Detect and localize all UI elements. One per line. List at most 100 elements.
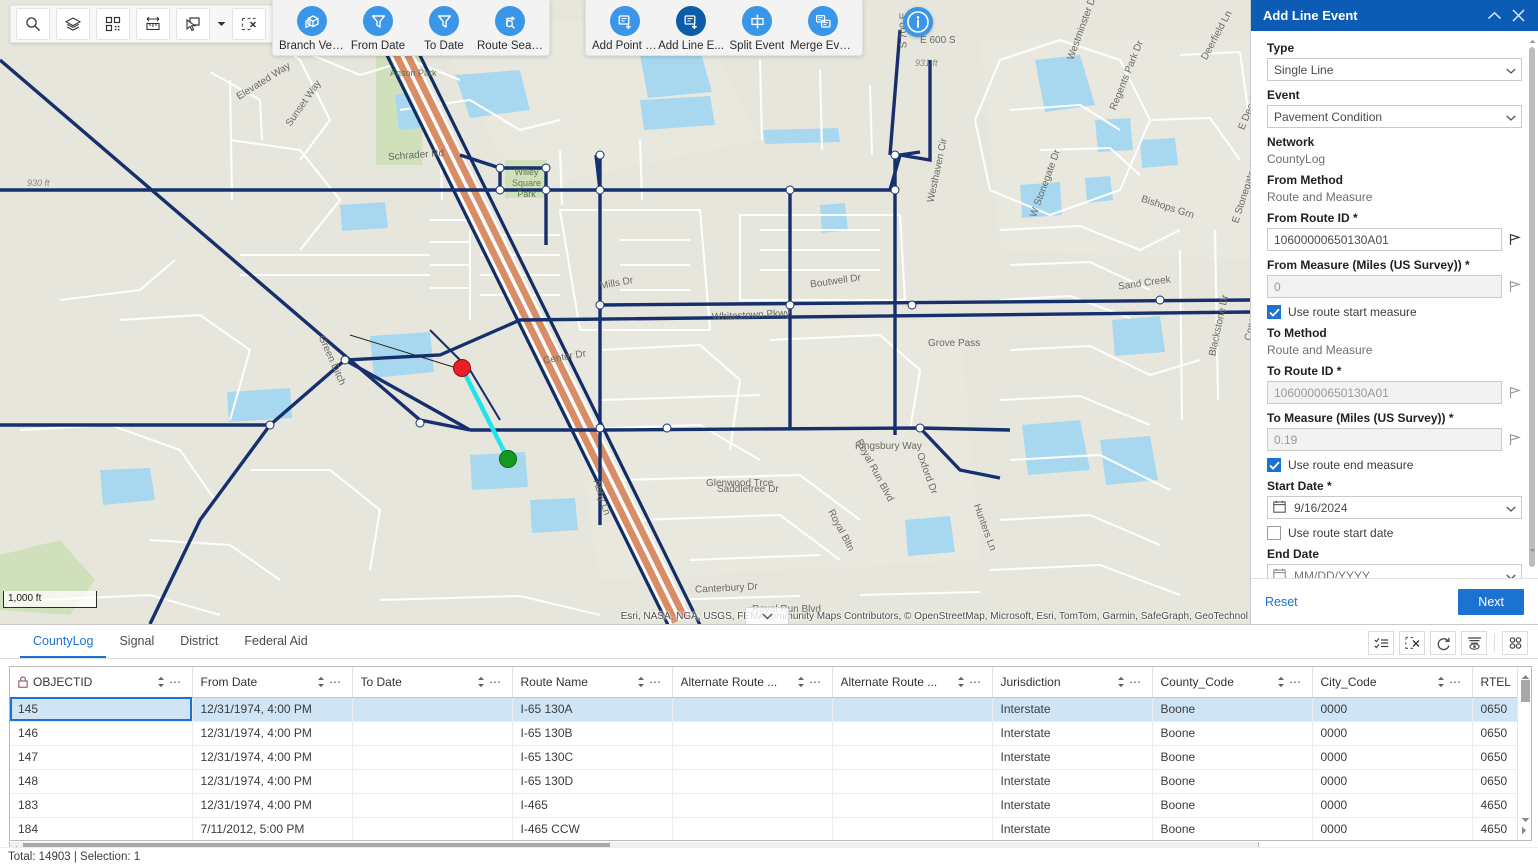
options-icon[interactable] [1502, 631, 1528, 655]
scroll-down-arrow[interactable] [1521, 812, 1530, 826]
table-cell[interactable] [832, 769, 993, 794]
table-cell[interactable] [832, 793, 993, 818]
column-menu-icon[interactable]: ⋯ [809, 674, 822, 689]
use-route-start-measure-checkbox[interactable] [1267, 305, 1281, 319]
column-header[interactable]: Alternate Route ... ⋯ [832, 667, 993, 698]
table-row[interactable]: 146 12/31/1974, 4:00 PM I-65 130B Interstat… [10, 721, 1531, 746]
table-cell[interactable]: 12/31/1974, 4:00 PM [192, 745, 353, 770]
scroll-up-arrow[interactable] [1521, 669, 1530, 683]
table-cell[interactable]: 145 [10, 697, 193, 722]
ribbon-button-to-date[interactable]: To Date [411, 4, 477, 52]
from-measure-input[interactable] [1267, 275, 1502, 298]
use-route-start-date-row[interactable]: Use route start date [1267, 526, 1522, 540]
table-cell[interactable]: I-65 130B [512, 721, 673, 746]
layers-icon[interactable] [56, 8, 90, 40]
table-tab-district[interactable]: District [180, 634, 219, 648]
ribbon-button-branch-vers[interactable]: Branch Vers... [279, 4, 345, 52]
table-cell[interactable]: I-465 CCW [512, 817, 673, 840]
sort-icon[interactable] [1434, 676, 1448, 688]
ribbon-button-add-point-e[interactable]: Add Point E... [592, 4, 658, 52]
table-cell[interactable] [352, 817, 513, 840]
pick-from-route-icon[interactable] [1508, 233, 1522, 246]
use-route-start-measure-row[interactable]: Use route start measure [1267, 305, 1522, 319]
reset-button[interactable]: Reset [1265, 594, 1298, 609]
column-header[interactable]: OBJECTID ⋯ [10, 667, 193, 698]
refresh-icon[interactable] [1430, 631, 1456, 655]
table-cell[interactable] [672, 769, 833, 794]
column-menu-icon[interactable]: ⋯ [1129, 674, 1142, 689]
scroll-down-arrow[interactable] [1528, 546, 1536, 554]
table-cell[interactable]: 0000 [1312, 769, 1473, 794]
sort-icon[interactable] [1114, 676, 1128, 688]
table-row[interactable]: 147 12/31/1974, 4:00 PM I-65 130C Interstat… [10, 745, 1531, 770]
table-cell[interactable]: 0000 [1312, 793, 1473, 818]
sort-icon[interactable] [154, 676, 168, 688]
sort-icon[interactable] [954, 676, 968, 688]
column-menu-icon[interactable]: ⋯ [1449, 674, 1462, 689]
use-route-end-measure-row[interactable]: Use route end measure [1267, 458, 1522, 472]
column-header[interactable]: Jurisdiction ⋯ [992, 667, 1153, 698]
table-cell[interactable] [352, 745, 513, 770]
table-cell[interactable] [352, 793, 513, 818]
use-route-start-date-checkbox[interactable] [1267, 526, 1281, 540]
table-cell[interactable]: 12/31/1974, 4:00 PM [192, 793, 353, 818]
table-tab-federal-aid[interactable]: Federal Aid [244, 634, 308, 648]
column-menu-icon[interactable]: ⋯ [329, 674, 342, 689]
map-view[interactable]: Elevated Way Sunset Way Anson Park Schrader… [0, 0, 1250, 624]
table-cell[interactable]: I-465 [512, 793, 673, 818]
column-menu-icon[interactable]: ⋯ [489, 674, 502, 689]
start-date-input[interactable] [1267, 496, 1522, 519]
grid[interactable]: OBJECTID ⋯ From Date ⋯ To Date ⋯ Route Name ⋯ Al… [9, 666, 1532, 841]
table-cell[interactable]: 7/11/2012, 5:00 PM [192, 817, 353, 840]
panel-collapse-button[interactable] [1482, 4, 1506, 28]
column-header[interactable]: County_Code ⋯ [1152, 667, 1313, 698]
sort-icon[interactable] [474, 676, 488, 688]
ribbon-button-add-line-e[interactable]: Add Line E... [658, 4, 724, 52]
from-route-id-input[interactable] [1267, 228, 1502, 251]
table-cell[interactable]: I-65 130C [512, 745, 673, 770]
column-menu-icon[interactable]: ⋯ [1289, 674, 1302, 689]
column-menu-icon[interactable]: ⋯ [969, 674, 982, 689]
table-cell[interactable]: 147 [10, 745, 193, 770]
table-cell[interactable]: Boone [1152, 769, 1313, 794]
column-header[interactable]: Alternate Route ... ⋯ [672, 667, 833, 698]
info-icon[interactable] [903, 7, 933, 37]
table-cell[interactable]: 184 [10, 817, 193, 840]
table-cell[interactable]: Boone [1152, 817, 1313, 840]
table-cell[interactable]: Boone [1152, 745, 1313, 770]
table-cell[interactable]: 12/31/1974, 4:00 PM [192, 721, 353, 746]
table-cell[interactable] [672, 745, 833, 770]
table-tab-signal[interactable]: Signal [119, 634, 155, 648]
table-row[interactable]: 183 12/31/1974, 4:00 PM I-465 Interstate Boo… [10, 793, 1531, 818]
event-select[interactable]: Pavement Condition [1267, 105, 1522, 128]
table-cell[interactable]: Interstate [992, 793, 1153, 818]
table-cell[interactable]: Interstate [992, 721, 1153, 746]
table-cell[interactable]: Interstate [992, 697, 1153, 722]
table-cell[interactable]: 0000 [1312, 697, 1473, 722]
ribbon-button-split-event[interactable]: Split Event [724, 4, 790, 52]
table-cell[interactable]: 146 [10, 721, 193, 746]
table-cell[interactable] [672, 817, 833, 840]
use-route-end-measure-checkbox[interactable] [1267, 458, 1281, 472]
pick-to-measure-icon[interactable] [1508, 433, 1522, 446]
table-row[interactable]: 145 12/31/1974, 4:00 PM I-65 130A Interstat… [10, 697, 1531, 722]
table-cell[interactable]: 12/31/1974, 4:00 PM [192, 769, 353, 794]
table-cell[interactable]: Boone [1152, 721, 1313, 746]
table-cell[interactable] [352, 769, 513, 794]
sort-icon[interactable] [314, 676, 328, 688]
ribbon-button-from-date[interactable]: From Date [345, 4, 411, 52]
scroll-up-arrow[interactable] [1528, 37, 1536, 45]
table-tab-countylog[interactable]: CountyLog [20, 634, 107, 658]
pick-to-route-icon[interactable] [1508, 386, 1522, 399]
sort-icon[interactable] [794, 676, 808, 688]
filter-view-icon[interactable] [1461, 631, 1487, 655]
type-select[interactable]: Single LineMultiple Lines [1267, 58, 1522, 81]
column-header[interactable]: From Date ⋯ [192, 667, 353, 698]
table-cell[interactable] [352, 697, 513, 722]
end-date-input[interactable] [1267, 564, 1522, 578]
to-measure-input[interactable] [1267, 428, 1502, 451]
scroll-right-arrow[interactable] [1521, 824, 1527, 838]
table-row[interactable]: 184 7/11/2012, 5:00 PM I-465 CCW Interstate… [10, 817, 1531, 840]
ribbon-button-merge-events[interactable]: Merge Events [790, 4, 856, 52]
table-cell[interactable]: Boone [1152, 793, 1313, 818]
